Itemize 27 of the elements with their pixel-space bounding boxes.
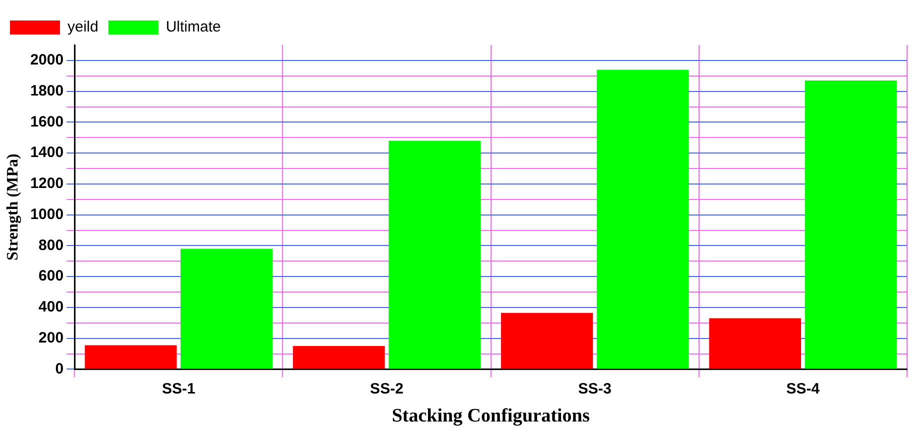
bar: [804, 80, 897, 369]
y-tick-label: 0: [55, 360, 64, 378]
y-tick-label: 200: [38, 329, 64, 346]
legend-label: Ultimate: [166, 18, 221, 36]
y-tick-label: 1000: [30, 206, 64, 223]
y-axis-title: Strength (MPa): [4, 154, 22, 260]
bar: [180, 248, 272, 369]
y-tick-label: 1200: [30, 175, 64, 192]
bar: [596, 70, 689, 369]
y-tick-label: 1600: [30, 113, 64, 130]
bar: [388, 140, 481, 369]
bar: [292, 346, 385, 369]
bar: [501, 312, 593, 369]
legend-label: yeild: [68, 18, 98, 36]
bar: [709, 318, 802, 369]
y-tick-label: 600: [38, 268, 64, 285]
x-axis-title: Stacking Configurations: [392, 406, 590, 427]
y-tick-label: 400: [38, 298, 64, 316]
y-tick-label: 2000: [30, 52, 64, 69]
y-tick-label: 800: [38, 236, 64, 254]
x-tick-label: SS-2: [370, 380, 404, 398]
x-tick-label: SS-4: [786, 380, 820, 398]
y-tick-label: 1800: [30, 82, 64, 100]
x-tick-label: SS-1: [162, 380, 196, 398]
x-tick-label: SS-3: [578, 380, 612, 398]
y-tick-label: 1400: [30, 144, 64, 162]
bar: [84, 345, 177, 369]
